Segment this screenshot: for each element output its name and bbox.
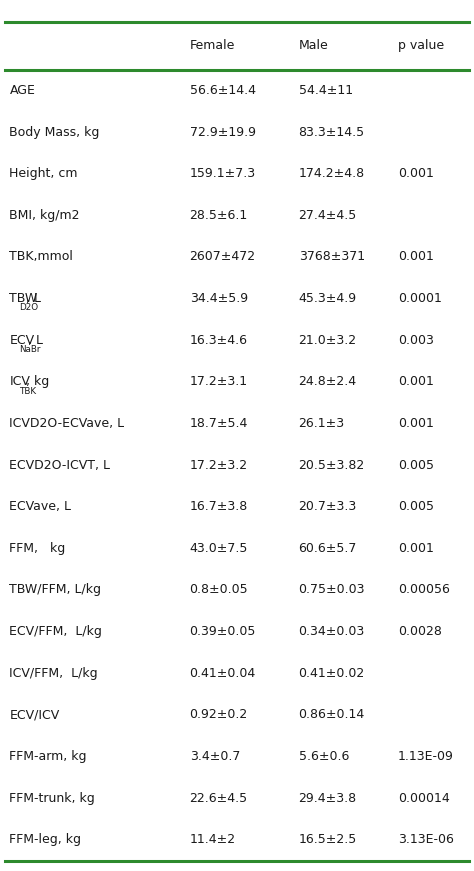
Text: 45.3±4.9: 45.3±4.9 [299, 292, 357, 305]
Text: 3.13E-06: 3.13E-06 [398, 834, 454, 847]
Text: 1.13E-09: 1.13E-09 [398, 750, 454, 763]
Text: 22.6±4.5: 22.6±4.5 [190, 792, 248, 805]
Text: TBK: TBK [19, 387, 36, 395]
Text: D2O: D2O [19, 303, 38, 313]
Text: , L: , L [28, 334, 43, 347]
Text: 27.4±4.5: 27.4±4.5 [299, 209, 357, 222]
Text: 3.4±0.7: 3.4±0.7 [190, 750, 240, 763]
Text: 0.41±0.02: 0.41±0.02 [299, 666, 365, 679]
Text: 0.005: 0.005 [398, 500, 434, 513]
Text: 0.34±0.03: 0.34±0.03 [299, 625, 365, 638]
Text: ICV/FFM,  L/kg: ICV/FFM, L/kg [9, 666, 98, 679]
Text: FFM-leg, kg: FFM-leg, kg [9, 834, 82, 847]
Text: NaBr: NaBr [19, 345, 41, 354]
Text: 0.001: 0.001 [398, 375, 434, 388]
Text: 0.00014: 0.00014 [398, 792, 450, 805]
Text: 0.003: 0.003 [398, 334, 434, 347]
Text: 21.0±3.2: 21.0±3.2 [299, 334, 357, 347]
Text: 24.8±2.4: 24.8±2.4 [299, 375, 357, 388]
Text: 18.7±5.4: 18.7±5.4 [190, 417, 248, 430]
Text: 0.92±0.2: 0.92±0.2 [190, 708, 248, 721]
Text: Female: Female [190, 39, 235, 52]
Text: 54.4±11: 54.4±11 [299, 84, 353, 97]
Text: ECVD2O-ICVT, L: ECVD2O-ICVT, L [9, 459, 110, 471]
Text: TBW: TBW [9, 292, 38, 305]
Text: 11.4±2: 11.4±2 [190, 834, 236, 847]
Text: Male: Male [299, 39, 328, 52]
Text: 0.86±0.14: 0.86±0.14 [299, 708, 365, 721]
Text: 83.3±14.5: 83.3±14.5 [299, 125, 365, 138]
Text: 0.001: 0.001 [398, 167, 434, 180]
Text: 0.75±0.03: 0.75±0.03 [299, 584, 365, 597]
Text: ECV/FFM,  L/kg: ECV/FFM, L/kg [9, 625, 102, 638]
Text: 56.6±14.4: 56.6±14.4 [190, 84, 255, 97]
Text: 60.6±5.7: 60.6±5.7 [299, 542, 357, 555]
Text: 0.00056: 0.00056 [398, 584, 450, 597]
Text: 0.0001: 0.0001 [398, 292, 442, 305]
Text: ECV/ICV: ECV/ICV [9, 708, 60, 721]
Text: 174.2±4.8: 174.2±4.8 [299, 167, 365, 180]
Text: 2607±472: 2607±472 [190, 251, 256, 264]
Text: ECVave, L: ECVave, L [9, 500, 72, 513]
Text: 0.001: 0.001 [398, 417, 434, 430]
Text: 159.1±7.3: 159.1±7.3 [190, 167, 256, 180]
Text: 0.001: 0.001 [398, 251, 434, 264]
Text: 28.5±6.1: 28.5±6.1 [190, 209, 248, 222]
Text: 34.4±5.9: 34.4±5.9 [190, 292, 248, 305]
Text: AGE: AGE [9, 84, 36, 97]
Text: p value: p value [398, 39, 444, 52]
Text: 16.3±4.6: 16.3±4.6 [190, 334, 247, 347]
Text: 29.4±3.8: 29.4±3.8 [299, 792, 357, 805]
Text: 0.39±0.05: 0.39±0.05 [190, 625, 256, 638]
Text: , kg: , kg [26, 375, 49, 388]
Text: 20.7±3.3: 20.7±3.3 [299, 500, 357, 513]
Text: FFM-trunk, kg: FFM-trunk, kg [9, 792, 95, 805]
Text: 26.1±3: 26.1±3 [299, 417, 345, 430]
Text: Body Mass, kg: Body Mass, kg [9, 125, 100, 138]
Text: 3768±371: 3768±371 [299, 251, 365, 264]
Text: 0.41±0.04: 0.41±0.04 [190, 666, 256, 679]
Text: 17.2±3.1: 17.2±3.1 [190, 375, 248, 388]
Text: FFM,   kg: FFM, kg [9, 542, 66, 555]
Text: 16.7±3.8: 16.7±3.8 [190, 500, 248, 513]
Text: 0.0028: 0.0028 [398, 625, 442, 638]
Text: , L: , L [26, 292, 41, 305]
Text: 0.001: 0.001 [398, 542, 434, 555]
Text: 0.005: 0.005 [398, 459, 434, 471]
Text: 17.2±3.2: 17.2±3.2 [190, 459, 248, 471]
Text: 0.8±0.05: 0.8±0.05 [190, 584, 248, 597]
Text: 43.0±7.5: 43.0±7.5 [190, 542, 248, 555]
Text: 72.9±19.9: 72.9±19.9 [190, 125, 255, 138]
Text: 5.6±0.6: 5.6±0.6 [299, 750, 349, 763]
Text: ICVD2O-ECVave, L: ICVD2O-ECVave, L [9, 417, 125, 430]
Text: Height, cm: Height, cm [9, 167, 78, 180]
Text: TBW/FFM, L/kg: TBW/FFM, L/kg [9, 584, 101, 597]
Text: TBK,mmol: TBK,mmol [9, 251, 73, 264]
Text: ICV: ICV [9, 375, 30, 388]
Text: ECV: ECV [9, 334, 35, 347]
Text: FFM-arm, kg: FFM-arm, kg [9, 750, 87, 763]
Text: BMI, kg/m2: BMI, kg/m2 [9, 209, 80, 222]
Text: 20.5±3.82: 20.5±3.82 [299, 459, 365, 471]
Text: 16.5±2.5: 16.5±2.5 [299, 834, 357, 847]
